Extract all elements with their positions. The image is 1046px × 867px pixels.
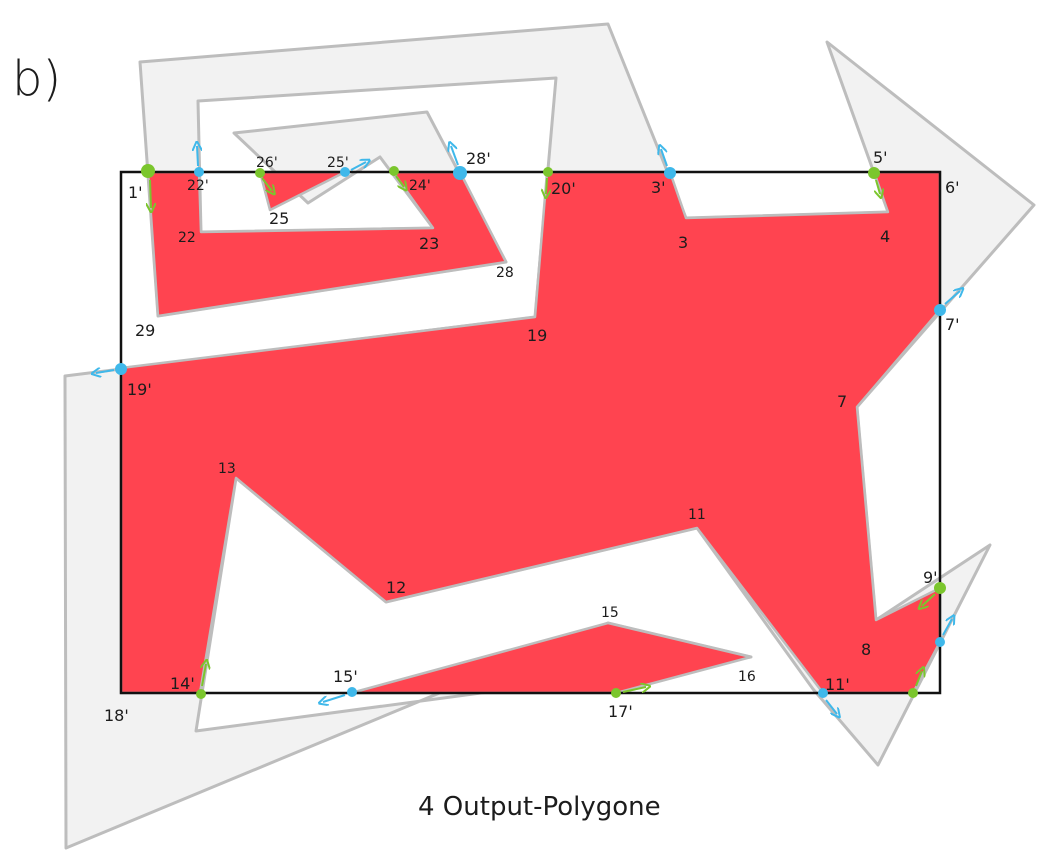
vertex-label-18p: 18' [104,706,129,725]
diagram-caption: 4 Output-Polygone [418,792,661,822]
entry-point-14 [196,664,206,699]
vertex-label-15p: 15' [333,667,358,686]
vertex-label-29: 29 [135,321,155,340]
vertex-label-12: 12 [386,578,406,597]
vertex-label-24p: 24' [409,178,431,194]
entry-point-9 [922,582,946,606]
vertex-label-25: 25 [269,209,289,228]
exit-point-22 [194,146,204,177]
vertex-label-15: 15 [601,605,619,621]
vertex-label-9p: 9' [923,568,938,587]
vertex-label-5p: 5' [873,148,888,167]
output-polygon-4 [349,621,753,695]
vertex-label-7: 7 [837,392,847,411]
vertex-label-11p: 11' [825,675,850,694]
entry-point-26 [255,168,272,191]
exit-point-11 [818,688,837,714]
vertex-label-23: 23 [419,234,439,253]
vertex-label-7p: 7' [945,315,960,334]
vertex-label-8: 8 [861,640,871,659]
vertex-label-20p: 20' [551,179,576,198]
exit-point-7 [934,291,960,316]
vertex-labels: 1' 22' 26' 25' 24' 28' 20' 3' 5' 6' 7' 9… [104,148,960,725]
output-polygon-3 [119,170,942,695]
exit-point-9b [935,619,952,647]
vertex-label-14p: 14' [170,674,195,693]
entry-point-1 [141,164,155,208]
vertex-label-3: 3 [678,233,688,252]
vertex-label-3p: 3' [651,178,666,197]
intersection-points [96,146,960,714]
vertex-label-17p: 17' [608,702,633,721]
vertex-label-28p: 28' [466,149,491,168]
vertex-label-19p: 19' [127,380,152,399]
entry-point-17 [611,687,646,698]
vertex-label-22: 22 [178,230,196,246]
vertex-label-28: 28 [496,265,514,281]
entry-point-5 [868,167,880,194]
exit-point-15 [323,687,357,702]
vertex-label-6p: 6' [945,178,960,197]
vertex-label-19: 19 [527,326,547,345]
entry-point-20 [543,167,553,194]
vertex-label-25p: 25' [327,155,349,171]
exit-point-19 [96,363,127,375]
clip-rectangle [119,170,942,695]
exit-point-25 [340,162,366,177]
entry-point-10 [908,671,922,698]
vertex-label-4: 4 [880,227,890,246]
exit-point-28 [451,146,467,180]
vertex-label-13: 13 [218,461,236,477]
part-label: b) [12,51,61,107]
vertex-label-26p: 26' [256,155,278,171]
vertex-label-1p: 1' [128,183,143,202]
vertex-label-11: 11 [688,507,706,523]
output-polygon-2 [258,170,347,212]
entry-point-24 [389,166,404,187]
exit-point-3 [661,149,676,179]
output-polygons [119,170,942,695]
vertex-label-22p: 22' [187,178,209,194]
vertex-label-16: 16 [738,669,756,685]
